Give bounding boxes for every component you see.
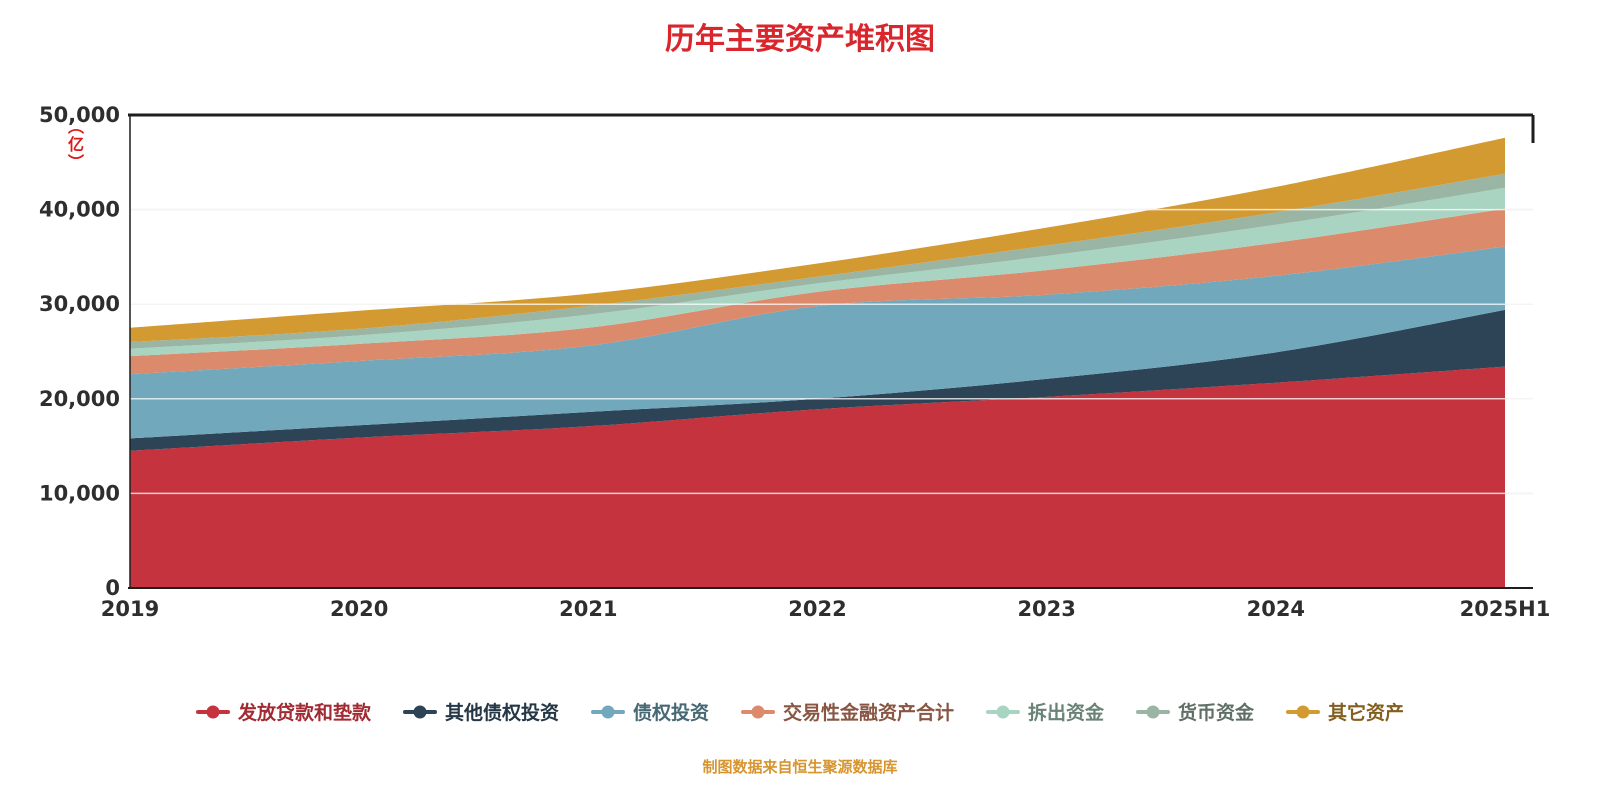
x-axis-label: 2023 [1017, 597, 1075, 621]
y-tick-label: 30,000 [39, 292, 120, 316]
y-tick-label: 40,000 [39, 198, 120, 222]
legend-label: 交易性金融资产合计 [782, 702, 954, 724]
legend-item-other-assets[interactable]: 其它资产 [1286, 698, 1404, 725]
legend-line-dot-icon [1286, 705, 1321, 718]
y-tick-label: 0 [105, 576, 120, 600]
legend-item-funds-lent[interactable]: 拆出资金 [986, 698, 1104, 725]
legend-label: 货币资金 [1178, 702, 1255, 724]
legend-dot-icon [1296, 705, 1310, 718]
x-axis-label: 2021 [559, 597, 617, 621]
chart-title: 历年主要资产堆积图 [665, 22, 935, 57]
legend-dot-icon [751, 705, 765, 718]
legend-dot-icon [1146, 705, 1160, 718]
y-tick-label: 20,000 [39, 387, 120, 411]
legend-line-dot-icon [1136, 705, 1171, 718]
x-axis-label: 2020 [330, 597, 388, 621]
area-series-debt-investments[interactable] [130, 246, 1505, 439]
y-axis-unit-label: （亿） [65, 118, 84, 172]
legend-label: 债权投资 [632, 702, 709, 724]
legend: 发放贷款和垫款 其他债权投资 债权投资 交易性金融资产合计 拆出资金 货币资金 其它资产 [0, 698, 1600, 725]
x-axis-label: 2022 [788, 597, 846, 621]
area-series-loans-and-advances[interactable] [130, 366, 1505, 588]
area-series-trading-financial-assets[interactable] [130, 208, 1505, 375]
legend-item-loans-and-advances[interactable]: 发放贷款和垫款 [195, 698, 371, 725]
area-series-other-assets[interactable] [130, 137, 1505, 342]
y-tick-label: 10,000 [39, 481, 120, 505]
legend-line-dot-icon [195, 705, 230, 718]
legend-label: 其它资产 [1328, 702, 1405, 724]
legend-label: 发放贷款和垫款 [237, 702, 371, 724]
legend-line-dot-icon [740, 705, 775, 718]
legend-dot-icon [206, 705, 220, 718]
legend-label: 其他债权投资 [444, 702, 559, 724]
x-axis-label: 2024 [1247, 597, 1305, 621]
legend-item-trading-financial-assets[interactable]: 交易性金融资产合计 [740, 698, 954, 725]
data-source-note: 制图数据来自恒生聚源数据库 [702, 758, 898, 776]
legend-line-dot-icon [986, 705, 1020, 718]
area-series-other-debt-investments[interactable] [130, 309, 1505, 451]
legend-dot-icon [413, 705, 427, 718]
legend-item-debt-investments[interactable]: 债权投资 [590, 698, 709, 725]
y-tick-label: 50,000 [39, 103, 120, 127]
legend-line-dot-icon [402, 705, 437, 718]
x-axis-label: 2025H1 [1460, 597, 1551, 621]
stacked-area-chart[interactable]: 0 10,000 20,000 30,000 40,000 50,000 2019 2020 2… [0, 0, 1600, 660]
legend-dot-icon [996, 705, 1010, 718]
legend-label: 拆出资金 [1028, 702, 1105, 724]
legend-item-cash[interactable]: 货币资金 [1136, 698, 1254, 725]
x-axis-label: 2019 [101, 597, 159, 621]
legend-line-dot-icon [590, 705, 625, 718]
legend-dot-icon [601, 705, 615, 718]
legend-item-other-debt-investments[interactable]: 其他债权投资 [402, 698, 559, 725]
